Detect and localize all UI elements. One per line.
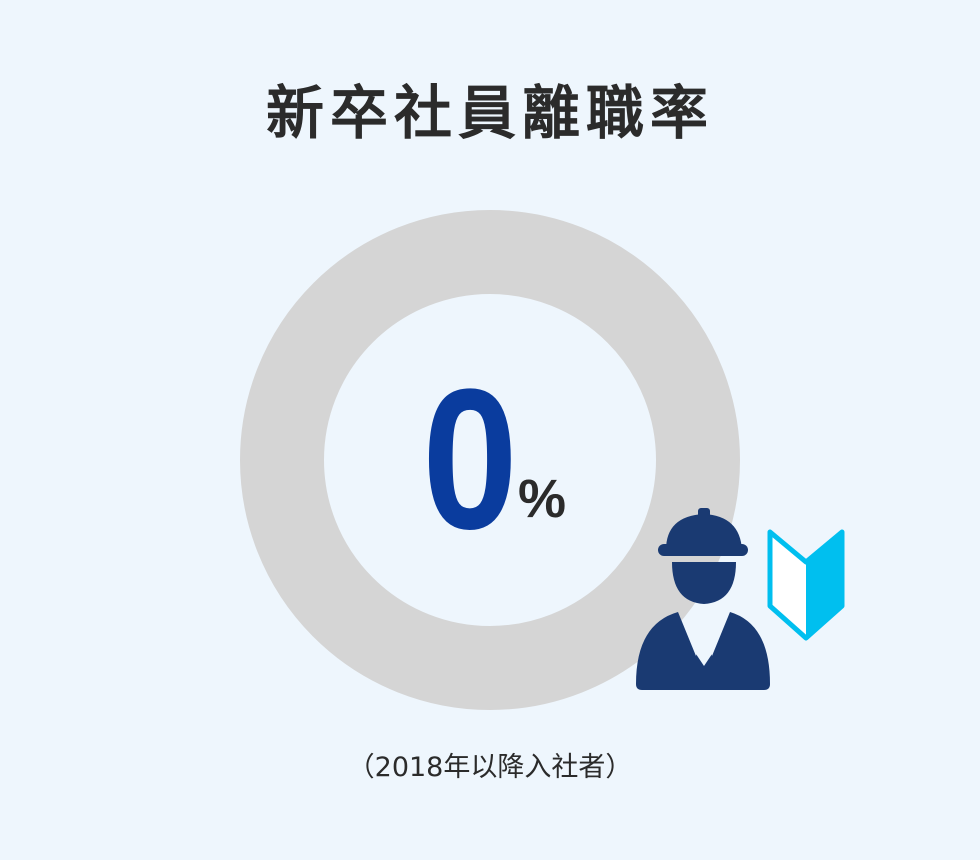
value-unit: % [518,469,567,529]
donut-svg [240,210,740,710]
value-display: 0 % [240,210,740,710]
chart-title: 新卒社員離職率 [265,79,714,147]
donut-chart [240,210,740,710]
donut-track [240,210,740,710]
chart-note: （2018年以降入社者） [347,752,633,783]
beginner-mark-icon [764,526,848,644]
value-number: 0 [422,348,518,571]
worker-icon [632,508,774,694]
